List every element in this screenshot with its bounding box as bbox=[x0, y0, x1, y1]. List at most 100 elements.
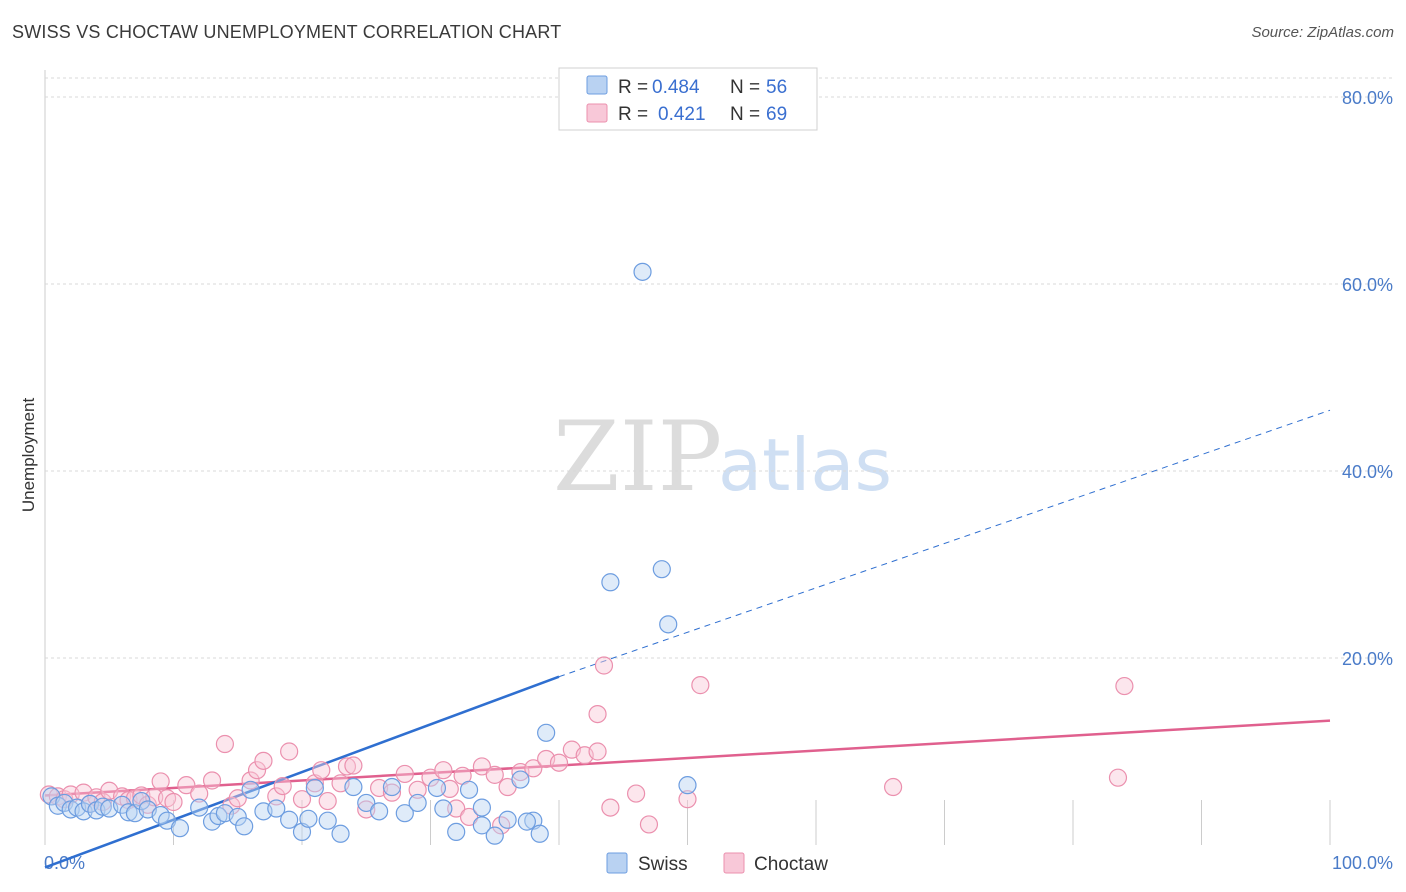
swiss-point-51 bbox=[601, 573, 620, 592]
choctaw-point-28 bbox=[273, 776, 292, 796]
choctaw-point-17 bbox=[164, 792, 183, 812]
watermark-atlas: atlas bbox=[718, 423, 892, 507]
choctaw-point-48 bbox=[472, 757, 491, 776]
choctaw-point-55 bbox=[549, 753, 569, 772]
watermark: ZIP atlas bbox=[553, 401, 892, 513]
swiss-point-52 bbox=[633, 262, 652, 281]
choctaw-point-32 bbox=[312, 761, 331, 780]
swiss-point-39 bbox=[427, 778, 447, 798]
y-tick-label-0: 20.0% bbox=[1342, 649, 1393, 669]
choctaw-point-20 bbox=[202, 771, 222, 790]
swiss-point-44 bbox=[485, 826, 504, 845]
y-tick-label-3: 80.0% bbox=[1342, 88, 1393, 108]
swiss-point-18 bbox=[190, 798, 209, 817]
swiss-point-11 bbox=[119, 803, 138, 822]
swiss-n-value: 56 bbox=[766, 77, 787, 98]
x-tick-label-0: 0.0% bbox=[44, 853, 85, 873]
choctaw-point-31 bbox=[305, 774, 324, 793]
swiss-points bbox=[42, 262, 697, 845]
swiss-point-8 bbox=[93, 797, 112, 816]
swiss-point-31 bbox=[318, 811, 337, 830]
choctaw-point-18 bbox=[177, 776, 196, 795]
swiss-point-27 bbox=[280, 810, 299, 829]
choctaw-point-21 bbox=[215, 734, 234, 754]
x-axis-tick-labels: 0.0% 100.0% bbox=[44, 853, 1393, 873]
y-axis-label: Unemployment bbox=[19, 398, 38, 513]
swiss-point-32 bbox=[331, 824, 350, 843]
swiss-point-10 bbox=[112, 795, 132, 814]
swiss-point-50 bbox=[472, 798, 491, 817]
choctaw-point-43 bbox=[434, 761, 453, 780]
swiss-point-49 bbox=[517, 812, 536, 831]
choctaw-legend-swatch bbox=[723, 852, 745, 874]
x-tick-label-1: 100.0% bbox=[1332, 853, 1393, 873]
swiss-point-30 bbox=[305, 778, 324, 798]
choctaw-point-40 bbox=[395, 764, 414, 784]
swiss-legend-swatch bbox=[606, 852, 628, 874]
y-tick-label-2: 60.0% bbox=[1342, 275, 1393, 295]
swiss-point-34 bbox=[357, 793, 376, 813]
swiss-point-22 bbox=[228, 807, 247, 827]
swiss-point-29 bbox=[299, 809, 318, 828]
swiss-point-40 bbox=[434, 799, 453, 818]
choctaw-point-35 bbox=[337, 757, 357, 776]
swiss-legend-label: Swiss bbox=[638, 854, 688, 875]
stats-legend: R = 0.484 N = 56 R = 0.421 N = 69 bbox=[558, 67, 818, 131]
swiss-n-label: N = bbox=[730, 77, 760, 98]
swiss-point-41 bbox=[447, 822, 466, 842]
swiss-point-38 bbox=[408, 793, 427, 813]
choctaw-point-49 bbox=[485, 765, 504, 784]
choctaw-point-29 bbox=[280, 742, 299, 761]
swiss-r-label: R = bbox=[618, 77, 648, 98]
choctaw-n-value: 69 bbox=[766, 104, 787, 125]
choctaw-point-68 bbox=[588, 742, 607, 761]
swiss-point-54 bbox=[659, 615, 678, 634]
swiss-point-28 bbox=[292, 822, 312, 842]
choctaw-point-23 bbox=[228, 789, 247, 808]
swiss-point-23 bbox=[235, 817, 254, 836]
choctaw-point-63 bbox=[678, 790, 697, 809]
y-tick-label-1: 40.0% bbox=[1342, 462, 1393, 482]
watermark-zip: ZIP bbox=[553, 401, 722, 513]
swiss-point-48 bbox=[530, 824, 549, 843]
swiss-point-47 bbox=[524, 811, 543, 830]
swiss-point-5 bbox=[74, 802, 93, 821]
swiss-point-46 bbox=[511, 770, 530, 789]
choctaw-point-41 bbox=[408, 780, 427, 799]
swiss-point-56 bbox=[678, 776, 697, 795]
swiss-trend-line bbox=[44, 675, 560, 869]
swiss-point-26 bbox=[267, 799, 286, 818]
choctaw-point-62 bbox=[639, 815, 659, 834]
choctaw-r-value: 0.421 bbox=[658, 104, 706, 125]
swiss-point-45 bbox=[498, 810, 517, 829]
choctaw-n-label: N = bbox=[730, 104, 760, 125]
choctaw-point-36 bbox=[344, 756, 363, 775]
choctaw-point-15 bbox=[151, 772, 170, 791]
choctaw-point-24 bbox=[241, 771, 260, 790]
swiss-point-36 bbox=[382, 777, 402, 797]
swiss-point-35 bbox=[370, 802, 389, 821]
swiss-point-43 bbox=[472, 816, 491, 835]
choctaw-point-19 bbox=[190, 784, 209, 803]
choctaw-point-26 bbox=[254, 751, 273, 770]
choctaw-point-61 bbox=[626, 784, 646, 803]
choctaw-point-30 bbox=[292, 790, 312, 809]
choctaw-point-39 bbox=[382, 783, 402, 802]
swiss-trend-extension bbox=[558, 409, 1331, 678]
choctaw-point-33 bbox=[318, 791, 337, 811]
choctaw-point-65 bbox=[883, 777, 903, 797]
swiss-swatch bbox=[586, 75, 608, 95]
series-legend: Swiss Choctaw bbox=[606, 852, 828, 875]
y-axis-tick-labels: 20.0% 40.0% 60.0% 80.0% bbox=[1342, 88, 1393, 669]
swiss-point-55 bbox=[537, 723, 556, 742]
choctaw-point-66 bbox=[1108, 768, 1128, 787]
swiss-point-24 bbox=[241, 780, 260, 799]
choctaw-point-47 bbox=[459, 807, 479, 827]
chart-title: SWISS VS CHOCTAW UNEMPLOYMENT CORRELATIO… bbox=[12, 22, 562, 42]
choctaw-point-25 bbox=[247, 761, 267, 780]
choctaw-swatch bbox=[586, 103, 608, 123]
choctaw-point-60 bbox=[601, 798, 620, 817]
choctaw-legend-label: Choctaw bbox=[754, 854, 828, 875]
choctaw-point-53 bbox=[524, 759, 543, 778]
